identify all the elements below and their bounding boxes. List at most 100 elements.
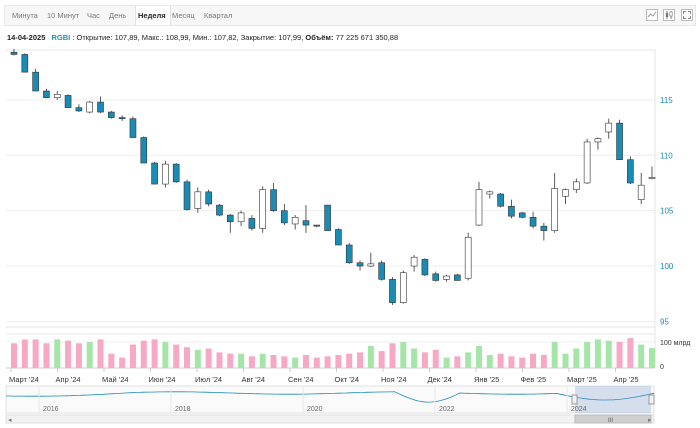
candle-body [637, 184, 645, 200]
volume-bar [584, 342, 591, 368]
info-open-label: Открытие: [76, 33, 113, 42]
candle-body [518, 212, 526, 218]
candle-body [21, 54, 29, 73]
tab-hour[interactable]: Час [87, 11, 100, 20]
candle-body [594, 138, 602, 143]
time-tick-label: Март '25 [567, 375, 597, 384]
tab-week[interactable]: Неделя [138, 11, 166, 20]
volume-bar [119, 357, 126, 368]
time-tick-label: Янв '25 [474, 375, 499, 384]
volume-bar [475, 345, 482, 368]
info-low-label: Мин.: [192, 33, 212, 42]
time-tick-label: Апр '24 [56, 375, 81, 384]
navigator[interactable]: 2016 2018 2020 2022 2024 III ◂ ▸ [5, 385, 655, 424]
tab-month[interactable]: Месяц [172, 11, 195, 20]
volume-bar [573, 348, 580, 368]
info-ticker[interactable]: RGBI [51, 33, 71, 42]
volume-bar [594, 339, 601, 368]
candle-body [475, 189, 483, 226]
volume-bar [97, 339, 104, 368]
info-open-value: 107,89 [114, 33, 138, 42]
info-low-value: 107,82 [213, 33, 237, 42]
candle-body [356, 262, 364, 267]
fullscreen-icon[interactable] [681, 9, 693, 21]
candle-body [432, 273, 440, 281]
candle-body [281, 210, 288, 224]
price-tick-label: 95 [660, 317, 669, 326]
info-date: 14-04-2025 [7, 33, 46, 42]
volume-bar [540, 355, 547, 368]
volume-bar [551, 342, 558, 368]
price-tick-label: 115 [660, 96, 673, 105]
navigator-year-label: 2022 [439, 406, 455, 413]
volume-bar [65, 340, 72, 368]
volume-bar [140, 340, 147, 368]
price-tick-label: 105 [660, 207, 674, 216]
info-comma: , [137, 33, 140, 42]
volume-bar [238, 353, 245, 368]
candle-body [529, 217, 537, 227]
navigator-year-label: 2024 [571, 406, 587, 413]
volume-bar [378, 351, 385, 368]
active-tab-background [135, 6, 171, 25]
candle-body [10, 51, 18, 55]
candle-body [270, 189, 277, 211]
candlestick-icon[interactable] [663, 9, 675, 21]
candle-body [486, 191, 494, 195]
tab-day[interactable]: День [109, 11, 127, 20]
time-tick-label: Сен '24 [288, 375, 314, 384]
candle-body [53, 94, 61, 98]
tab-10-minutes[interactable]: 10 Минут [47, 11, 80, 20]
volume-tick-label: 100 млрд [660, 340, 690, 347]
info-high-value: 108,99 [165, 33, 189, 42]
volume-bar [194, 349, 201, 368]
info-close-label: Закрытие: [240, 33, 277, 42]
candle-body [324, 204, 331, 231]
navigator-series-line [6, 391, 655, 403]
navigator-right-handle [648, 394, 655, 405]
info-volume-value: 77 225 671 350,88 [335, 33, 399, 42]
info-separator: : [72, 33, 75, 42]
candle-body [421, 259, 429, 276]
volume-bar [11, 343, 17, 368]
volume-bar [129, 344, 136, 368]
info-comma: , [301, 33, 304, 42]
time-tick-label: Авг '24 [242, 375, 266, 384]
volume-bar [151, 339, 158, 368]
candle-body [627, 159, 634, 184]
volume-bar [32, 339, 39, 368]
candle-body [32, 71, 39, 92]
tab-minute[interactable]: Минута [12, 11, 38, 20]
candle-body [291, 217, 299, 225]
candle-body [583, 141, 591, 184]
candle-body [389, 279, 396, 303]
volume-panel: 100 млрд 0 [6, 338, 690, 371]
candle-body [162, 163, 169, 185]
navigator-selected-range [575, 386, 651, 413]
candle-body [43, 90, 50, 98]
candle-body [508, 205, 515, 217]
candle-body [205, 191, 212, 205]
tab-quarter[interactable]: Квартал [204, 11, 233, 20]
time-tick-label: Фев '25 [521, 375, 547, 384]
candle-body [399, 272, 407, 303]
volume-bar [302, 355, 309, 368]
volume-bar [346, 353, 353, 368]
volume-bar [649, 347, 655, 368]
volume-bar [173, 344, 180, 368]
candle-body [345, 244, 353, 264]
volume-bar [508, 356, 515, 368]
candle-body [172, 163, 180, 183]
candle-body [562, 189, 569, 197]
volume-bar [108, 353, 115, 368]
info-comma: , [188, 33, 191, 42]
candle-body [216, 204, 223, 216]
navigator-scrollbar-thumb [574, 414, 652, 424]
volume-bar [519, 357, 526, 368]
line-chart-icon[interactable] [646, 9, 658, 21]
candle-body [108, 111, 115, 118]
candle-body [313, 224, 321, 227]
candle-body [335, 229, 342, 246]
volume-bar [454, 356, 461, 368]
